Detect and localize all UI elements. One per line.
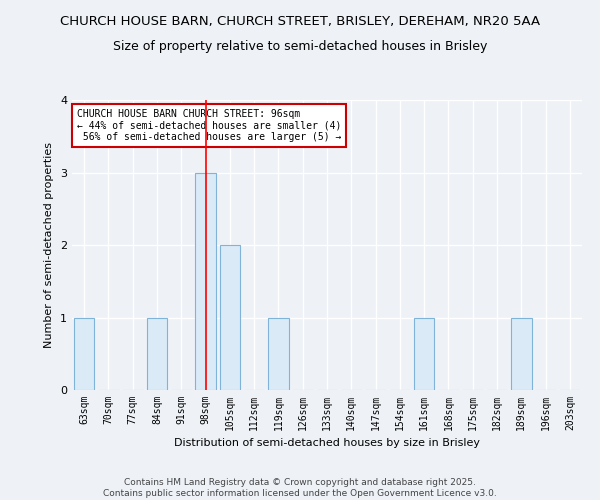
Text: CHURCH HOUSE BARN, CHURCH STREET, BRISLEY, DEREHAM, NR20 5AA: CHURCH HOUSE BARN, CHURCH STREET, BRISLE…: [60, 15, 540, 28]
Text: Contains HM Land Registry data © Crown copyright and database right 2025.
Contai: Contains HM Land Registry data © Crown c…: [103, 478, 497, 498]
Bar: [74, 318, 94, 390]
Bar: [195, 172, 216, 390]
Text: CHURCH HOUSE BARN CHURCH STREET: 96sqm
← 44% of semi-detached houses are smaller: CHURCH HOUSE BARN CHURCH STREET: 96sqm ←…: [77, 108, 341, 142]
Y-axis label: Number of semi-detached properties: Number of semi-detached properties: [44, 142, 55, 348]
X-axis label: Distribution of semi-detached houses by size in Brisley: Distribution of semi-detached houses by …: [174, 438, 480, 448]
Bar: [268, 318, 289, 390]
Text: Size of property relative to semi-detached houses in Brisley: Size of property relative to semi-detach…: [113, 40, 487, 53]
Bar: [414, 318, 434, 390]
Bar: [511, 318, 532, 390]
Bar: [220, 245, 240, 390]
Bar: [146, 318, 167, 390]
